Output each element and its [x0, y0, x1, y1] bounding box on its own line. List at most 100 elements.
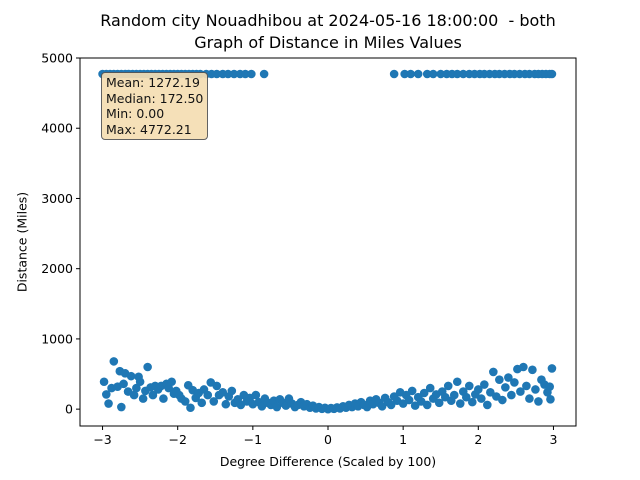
data-point	[489, 367, 498, 377]
data-point	[545, 382, 554, 391]
data-point	[547, 364, 557, 373]
data-point	[507, 390, 516, 400]
x-tick-label: −3	[93, 432, 111, 447]
y-axis-label: Distance (Miles)	[14, 191, 30, 293]
chart-title-line-1: Random city Nouadhibou at 2024-05-16 18:…	[100, 11, 556, 30]
data-point	[251, 390, 261, 400]
x-tick-label: 3	[549, 432, 557, 447]
data-point	[455, 399, 465, 408]
data-point	[407, 386, 417, 396]
data-point	[452, 69, 462, 79]
data-point	[135, 377, 145, 387]
data-point	[126, 371, 136, 381]
stat-max: Max: 4772.21	[106, 121, 192, 137]
data-point	[547, 69, 557, 79]
data-point	[404, 395, 414, 405]
data-point	[461, 392, 471, 402]
data-points	[98, 69, 557, 414]
x-tick-label: −1	[244, 432, 262, 447]
data-point	[428, 69, 438, 79]
data-point	[212, 381, 222, 391]
data-point	[117, 402, 126, 412]
data-point	[443, 381, 453, 391]
data-point	[197, 398, 207, 408]
x-tick-label: 1	[399, 432, 407, 447]
data-point	[425, 383, 435, 393]
data-point	[209, 397, 219, 406]
data-point	[389, 69, 399, 79]
y-tick-label: 3000	[41, 191, 73, 206]
data-point	[227, 386, 237, 396]
data-point	[534, 397, 543, 406]
data-point	[422, 400, 432, 410]
x-tick-label: −2	[168, 432, 186, 447]
data-point	[474, 385, 483, 394]
data-point	[159, 394, 168, 403]
data-point	[528, 365, 537, 375]
data-point	[419, 388, 429, 398]
stat-mean: Mean: 1272.19	[106, 75, 200, 90]
x-axis-ticks: −3 −2 −1 0 1 2 3	[93, 426, 557, 447]
data-point	[167, 377, 176, 387]
x-tick-label: 0	[324, 432, 332, 447]
data-point	[483, 400, 492, 410]
data-point	[525, 394, 534, 403]
data-point	[406, 69, 415, 79]
data-point	[272, 402, 282, 412]
data-point	[477, 394, 486, 403]
data-point	[480, 380, 489, 389]
data-point	[501, 383, 510, 392]
data-point	[516, 387, 525, 396]
chart-title-line-2: Graph of Distance in Miles Values	[194, 33, 462, 52]
data-point	[467, 397, 477, 407]
data-point	[218, 387, 228, 397]
x-tick-label: 2	[474, 432, 482, 447]
data-point	[180, 397, 190, 406]
data-point	[212, 69, 222, 79]
y-tick-label: 2000	[41, 261, 73, 276]
data-point	[498, 395, 507, 405]
data-point	[546, 395, 555, 404]
data-point	[132, 383, 141, 393]
data-point	[413, 69, 423, 79]
data-point	[386, 400, 396, 410]
data-point	[486, 387, 495, 397]
y-tick-label: 0	[65, 402, 73, 417]
y-tick-label: 4000	[41, 121, 73, 136]
data-point	[495, 375, 504, 384]
data-point	[259, 69, 269, 79]
data-point	[102, 390, 111, 399]
data-point	[119, 379, 128, 389]
y-axis-ticks: 0 1000 2000 3000 4000 5000	[41, 51, 80, 417]
data-point	[223, 69, 233, 79]
stat-min: Min: 0.00	[106, 106, 165, 121]
data-point	[531, 385, 540, 394]
data-point	[143, 362, 152, 372]
data-point	[449, 390, 459, 400]
x-axis-label: Degree Difference (Scaled by 100)	[219, 454, 437, 469]
data-point	[99, 377, 109, 387]
data-point	[138, 394, 148, 403]
data-point	[129, 390, 139, 400]
data-point	[229, 69, 239, 79]
data-point	[458, 69, 468, 79]
data-point	[510, 378, 519, 387]
data-point	[422, 69, 432, 79]
y-tick-label: 5000	[41, 51, 73, 66]
data-point	[247, 69, 256, 79]
data-point	[400, 69, 409, 79]
data-point	[221, 399, 231, 409]
data-point	[522, 381, 531, 391]
data-point	[504, 373, 513, 382]
data-point	[148, 390, 158, 400]
y-tick-label: 1000	[41, 331, 73, 346]
data-point	[203, 390, 213, 400]
data-point	[464, 381, 474, 391]
data-point	[104, 399, 113, 408]
data-point	[186, 403, 195, 413]
data-point	[434, 398, 444, 408]
data-point	[436, 69, 446, 79]
data-point	[241, 69, 250, 79]
